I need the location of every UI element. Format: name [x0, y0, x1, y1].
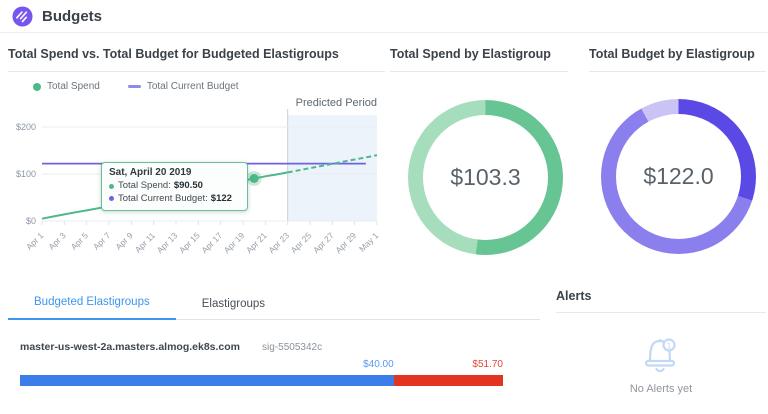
- svg-text:1: 1: [667, 341, 672, 351]
- highlight-point: [249, 173, 259, 183]
- budget-usage: $40.00 $51.70: [20, 359, 503, 386]
- tooltip-date: Sat, April 20 2019: [109, 167, 192, 178]
- chart-tooltip: Sat, April 20 2019 Total Spend: $90.50 T…: [101, 162, 248, 211]
- page-title: Budgets: [42, 7, 102, 25]
- x-tick-label: Apr 5: [69, 230, 91, 252]
- tooltip-budget-value: $122: [210, 192, 232, 204]
- budget-donut-title: Total Budget by Elastigroup: [589, 47, 755, 61]
- budget-usage-bar: [20, 375, 503, 386]
- budgeted-elastigroup-row[interactable]: master-us-west-2a.masters.almog.ek8s.com…: [8, 341, 508, 386]
- spend-donut-chart[interactable]: $103.3: [408, 100, 563, 255]
- budget-usage-labels: $40.00 $51.70: [20, 359, 503, 372]
- x-tick-label: Apr 3: [46, 230, 68, 252]
- x-tick-label: Apr 7: [91, 230, 113, 252]
- tooltip-spend-value: $90.50: [173, 180, 203, 191]
- budget-donut-chart[interactable]: $122.0: [601, 99, 756, 254]
- spend-line-predicted: [287, 154, 378, 174]
- budget-donut-divider: [589, 71, 766, 72]
- x-tick-label: Apr 27: [311, 230, 336, 255]
- tab-budgeted-elastigroups[interactable]: Budgeted Elastigroups: [8, 296, 176, 320]
- no-alerts-text: No Alerts yet: [629, 383, 693, 395]
- budget-legend-dash-icon: [127, 85, 141, 88]
- tooltip-spend-row: Total Spend: $90.50: [109, 180, 240, 193]
- spend-legend-dot-icon: [33, 82, 41, 91]
- tooltip-budget-label: Total Current Budget:: [118, 192, 208, 204]
- spent-amount-label: $51.70: [472, 359, 503, 370]
- tooltip-budget-row: Total Current Budget: $122: [109, 193, 240, 206]
- x-tick-label: Apr 25: [289, 230, 314, 255]
- spend-donut-title: Total Spend by Elastigroup: [390, 47, 551, 61]
- elastigroup-tabs: Budgeted Elastigroups Elastigroups: [8, 289, 540, 320]
- y-tick-label: $0: [26, 216, 36, 226]
- alerts-divider: [556, 312, 766, 313]
- y-tick-label: $200: [16, 122, 36, 132]
- spend-donut-hole: $103.3: [423, 115, 548, 240]
- tooltip-spend-label: Total Spend:: [118, 180, 171, 191]
- budget-legend-label[interactable]: Total Current Budget: [146, 81, 239, 92]
- row-header: master-us-west-2a.masters.almog.ek8s.com…: [8, 341, 508, 353]
- elastigroup-name: master-us-west-2a.masters.almog.ek8s.com: [20, 341, 241, 353]
- x-tick-label: Apr 9: [113, 230, 135, 252]
- x-tick-label: Apr 21: [244, 230, 269, 255]
- tooltip-spend-bullet-icon: [109, 183, 114, 189]
- spend-vs-budget-divider: [8, 71, 385, 72]
- y-tick-label: $100: [16, 169, 36, 179]
- x-tick-label: Apr 29: [333, 230, 358, 255]
- budget-donut-hole: $122.0: [616, 114, 741, 239]
- predicted-period-label: Predicted Period: [295, 97, 377, 109]
- spend-donut-value: $103.3: [450, 164, 521, 190]
- spend-donut-divider: [390, 71, 568, 72]
- alerts-title: Alerts: [556, 289, 592, 303]
- app-header: Budgets: [0, 0, 768, 33]
- x-tick-label: Apr 23: [266, 230, 291, 255]
- x-tick-label: May 1: [357, 230, 381, 254]
- x-tick-label: Apr 19: [222, 230, 247, 255]
- tab-elastigroups[interactable]: Elastigroups: [201, 298, 266, 310]
- tooltip-budget-bullet-icon: [109, 196, 114, 202]
- x-tick-label: Apr 1: [24, 230, 46, 252]
- spend-legend-label[interactable]: Total Spend: [47, 81, 100, 92]
- spotinst-logo-icon: [12, 5, 33, 27]
- chart-legend: Total Spend Total Current Budget: [33, 81, 239, 92]
- budget-usage-bar-within: [20, 375, 394, 386]
- budget-amount-label: $40.00: [363, 359, 394, 370]
- elastigroup-sig: sig-5505342c: [262, 342, 323, 353]
- predicted-period-band: [287, 115, 377, 221]
- budget-donut-value: $122.0: [643, 163, 714, 189]
- spend-vs-budget-title: Total Spend vs. Total Budget for Budgete…: [8, 47, 339, 61]
- x-tick-label: Apr 13: [155, 230, 180, 255]
- alerts-panel: Alerts 1 No Alerts yet: [556, 289, 766, 395]
- x-tick-label: Apr 17: [199, 230, 224, 255]
- x-tick-label: Apr 15: [177, 230, 202, 255]
- bell-icon: 1: [644, 338, 676, 373]
- x-tick-label: Apr 11: [133, 230, 158, 255]
